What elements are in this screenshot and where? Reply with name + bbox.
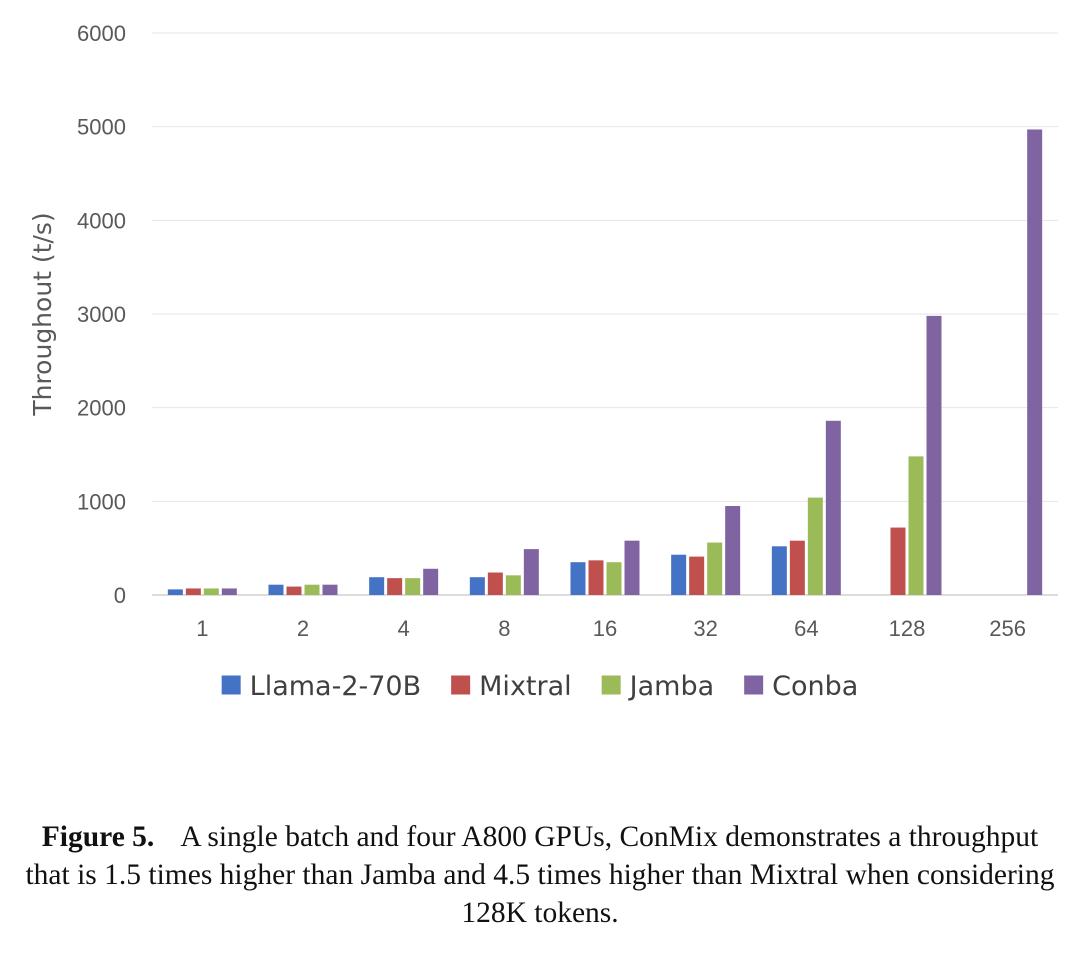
y-tick-label: 1000 — [77, 489, 126, 514]
bar-jamba-8 — [505, 575, 521, 595]
bar-mixtral-64 — [789, 540, 805, 595]
y-tick-label: 6000 — [77, 21, 126, 46]
bar-conba-64 — [825, 420, 841, 595]
bar-jamba-2 — [304, 584, 320, 595]
bar-mixtral-4 — [387, 578, 403, 595]
bar-jamba-128 — [908, 456, 924, 595]
bar-jamba-64 — [807, 497, 823, 595]
legend-item: Mixtral — [451, 671, 572, 702]
y-tick-label: 2000 — [77, 396, 126, 421]
bar-chart: 0 1000 2000 3000 4000 5000 6000 Throughout (t/… — [28, 21, 1058, 702]
y-tick-label: 3000 — [77, 302, 126, 327]
bar-conba-1 — [221, 588, 237, 595]
bar-jamba-16 — [606, 562, 622, 595]
bar-mixtral-1 — [185, 588, 201, 595]
legend-swatch — [744, 675, 764, 695]
figure-caption: Figure 5. A single batch and four A800 GP… — [20, 818, 1060, 932]
bar-llama-2-70b-32 — [671, 554, 687, 595]
bar-llama-2-70b-2 — [268, 584, 284, 595]
y-axis-label: Throughout (t/s) — [28, 212, 57, 416]
bar-jamba-32 — [707, 542, 723, 595]
legend-swatch — [601, 675, 621, 695]
legend-item: Conba — [744, 671, 858, 702]
bar-jamba-4 — [405, 578, 421, 595]
legend-swatch — [451, 675, 471, 695]
bar-mixtral-2 — [286, 586, 302, 595]
legend-swatch — [221, 675, 241, 695]
bar-conba-16 — [624, 540, 640, 595]
bar-mixtral-16 — [588, 560, 604, 595]
bar-llama-2-70b-4 — [369, 577, 385, 595]
caption-text: A single batch and four A800 GPUs, ConMi… — [25, 821, 1055, 929]
y-tick-label: 5000 — [77, 115, 126, 140]
y-tick-label: 0 — [114, 583, 126, 608]
x-tick-label: 16 — [593, 616, 617, 641]
legend-item: Jamba — [601, 671, 715, 702]
x-tick-label: 1 — [196, 616, 208, 641]
x-tick-label: 2 — [297, 616, 309, 641]
bar-conba-2 — [322, 584, 338, 595]
bar-conba-4 — [423, 568, 439, 595]
y-tick-label: 4000 — [77, 208, 126, 233]
x-tick-label: 256 — [989, 616, 1026, 641]
legend-label: Llama-2-70B — [250, 671, 421, 702]
gridlines — [152, 32, 1058, 596]
bar-conba-8 — [523, 549, 539, 595]
bar-llama-2-70b-1 — [167, 589, 183, 595]
bar-llama-2-70b-16 — [570, 562, 586, 595]
bar-llama-2-70b-8 — [469, 577, 485, 595]
legend-label: Conba — [772, 671, 858, 702]
bar-mixtral-32 — [689, 556, 705, 595]
x-axis-ticks: 1 2 4 8 16 32 64 128 256 — [196, 616, 1026, 641]
bar-jamba-1 — [203, 588, 219, 595]
bar-mixtral-8 — [487, 572, 503, 595]
x-tick-label: 64 — [794, 616, 818, 641]
bar-conba-32 — [725, 506, 741, 595]
x-tick-label: 128 — [889, 616, 926, 641]
x-tick-label: 8 — [498, 616, 510, 641]
bar-llama-2-70b-64 — [771, 546, 787, 595]
bar-conba-128 — [926, 315, 942, 595]
bars — [167, 129, 1043, 595]
x-tick-label: 4 — [398, 616, 410, 641]
y-axis-ticks: 0 1000 2000 3000 4000 5000 6000 — [77, 21, 126, 608]
legend: Llama-2-70B Mixtral Jamba Conba — [221, 671, 858, 702]
legend-label: Mixtral — [479, 671, 572, 702]
legend-item: Llama-2-70B — [221, 671, 421, 702]
caption-label: Figure 5. — [41, 821, 155, 853]
legend-label: Jamba — [628, 671, 715, 702]
bar-mixtral-128 — [890, 527, 906, 595]
x-tick-label: 32 — [693, 616, 717, 641]
bar-conba-256 — [1027, 129, 1043, 595]
